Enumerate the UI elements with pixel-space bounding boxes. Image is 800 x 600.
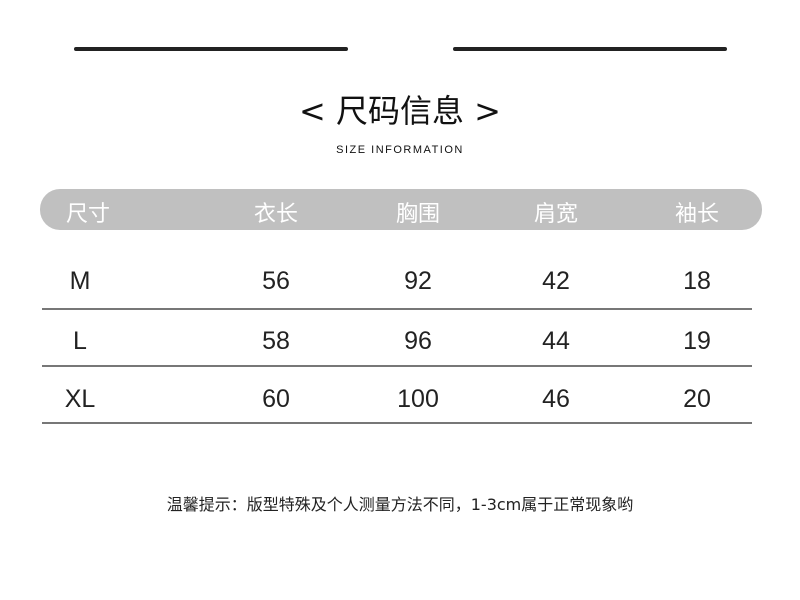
size-label: L	[73, 327, 87, 355]
table-cell: 44	[542, 327, 570, 355]
table-cell: 96	[404, 327, 432, 355]
table-cell: 42	[542, 267, 570, 295]
row-divider	[42, 308, 752, 310]
table-header-cell: 袖长	[674, 202, 720, 227]
table-header-cell: 尺寸	[65, 202, 111, 227]
decorative-line-right	[453, 47, 727, 51]
table-cell: 18	[683, 267, 711, 295]
table-header-cell: 肩宽	[533, 202, 579, 227]
size-label: XL	[64, 385, 96, 413]
table-cell: 58	[262, 327, 290, 355]
table-cell: 20	[683, 385, 711, 413]
table-header-cell: 胸围	[395, 202, 441, 227]
size-note: 温馨提示：版型特殊及个人测量方法不同，1-3cm属于正常现象哟	[166, 495, 634, 514]
table-header-bar	[40, 189, 762, 230]
table-cell: 46	[542, 385, 570, 413]
decorative-line-left	[74, 47, 348, 51]
row-divider	[42, 422, 752, 424]
page-title: < 尺码信息 >	[299, 92, 501, 130]
table-cell: 19	[683, 327, 711, 355]
table-cell: 100	[397, 385, 439, 413]
page-subtitle: SIZE INFORMATION	[336, 144, 464, 156]
table-cell: 60	[262, 385, 290, 413]
table-header-cell: 衣长	[253, 202, 299, 227]
table-cell: 92	[404, 267, 432, 295]
row-divider	[42, 365, 752, 367]
table-cell: 56	[262, 267, 290, 295]
size-label: M	[69, 267, 91, 295]
